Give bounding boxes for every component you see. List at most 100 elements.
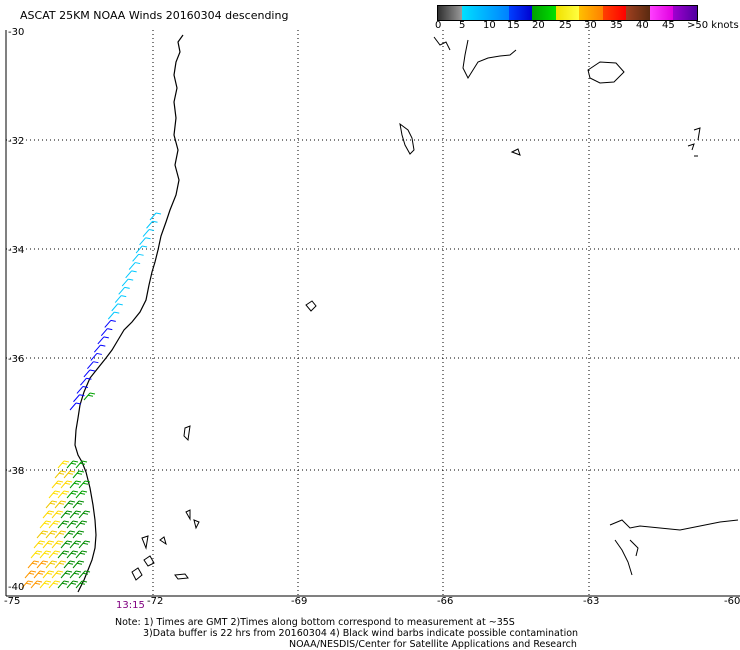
wind-barb xyxy=(33,540,46,549)
wind-barb xyxy=(51,570,64,579)
wind-barb xyxy=(39,520,52,529)
small-feature-2 xyxy=(687,127,701,157)
lat-label-36: -36 xyxy=(8,354,24,365)
legend-label-10: 10 xyxy=(483,20,496,31)
wind-barb xyxy=(78,570,91,579)
wind-barb xyxy=(66,460,79,469)
wind-barb xyxy=(80,377,92,386)
legend-swatch-10 xyxy=(508,6,533,20)
legend-swatch-15 xyxy=(532,6,556,20)
wind-barb xyxy=(75,490,88,499)
wind-barb xyxy=(30,580,43,589)
argentina-coast-south xyxy=(609,519,739,576)
mocha-island xyxy=(183,425,191,442)
wind-barb xyxy=(21,580,34,589)
legend-swatch-25 xyxy=(579,6,603,20)
wind-barb xyxy=(121,278,134,287)
lat-label-38: -38 xyxy=(8,466,24,477)
wind-barb xyxy=(69,570,82,579)
lon-label-72: -72 xyxy=(147,596,163,607)
wind-barb xyxy=(100,328,113,336)
wind-barb xyxy=(57,580,70,589)
wind-barb xyxy=(78,510,91,519)
wind-barb xyxy=(66,520,79,529)
wind-barb xyxy=(78,540,91,549)
wind-barb xyxy=(24,570,37,579)
wind-barb xyxy=(118,286,130,295)
wind-barb xyxy=(63,560,76,569)
wind-barb xyxy=(45,530,58,539)
wind-barb xyxy=(54,530,67,539)
wind-barb xyxy=(76,385,89,394)
wind-barb xyxy=(69,480,82,489)
legend-label-25: 25 xyxy=(559,20,572,31)
wind-barb xyxy=(51,480,64,489)
legend-colorbar xyxy=(437,5,698,21)
lon-label-75: -75 xyxy=(4,596,20,607)
wind-barb xyxy=(107,311,120,320)
wind-barb xyxy=(51,510,64,519)
wind-barb xyxy=(36,560,49,569)
wind-barb xyxy=(66,490,79,499)
wind-barb xyxy=(48,520,61,529)
wind-barb xyxy=(97,336,109,345)
lon-label-63: -63 xyxy=(583,596,599,607)
wind-barb xyxy=(48,550,61,559)
wind-barb xyxy=(42,510,55,519)
wind-barbs xyxy=(21,212,162,589)
note-line-1: Note: 1) Times are GMT 2)Times along bot… xyxy=(115,617,515,628)
wind-barb xyxy=(72,500,85,509)
wind-barb xyxy=(146,220,158,229)
juan-fernandez-island xyxy=(305,300,317,312)
wind-barb xyxy=(60,480,73,489)
wind-barb xyxy=(132,253,144,262)
argentina-coast-north xyxy=(433,36,517,80)
legend-label-0: 0 xyxy=(435,20,442,31)
lat-label-30: -30 xyxy=(8,27,24,38)
wind-barb xyxy=(87,361,99,370)
wind-barb xyxy=(111,303,123,312)
wind-barb xyxy=(57,550,70,559)
wind-barb xyxy=(66,550,79,559)
wind-barb xyxy=(69,510,82,519)
wind-barb xyxy=(63,530,76,539)
legend-swatch-20 xyxy=(555,6,580,20)
legend-label-20: 20 xyxy=(532,20,545,31)
legend-label-50: >50 knots xyxy=(687,20,739,31)
map-title: ASCAT 25KM NOAA Winds 20160304 descendin… xyxy=(20,9,289,22)
wind-barb xyxy=(83,369,96,378)
wind-barb xyxy=(57,520,70,529)
wind-barb xyxy=(142,229,155,237)
islet-group xyxy=(185,509,200,530)
lake-center xyxy=(399,122,415,155)
wind-barb xyxy=(54,500,67,509)
lake-north xyxy=(587,61,625,84)
legend-swatch-40 xyxy=(649,6,674,20)
wind-barb xyxy=(69,402,82,411)
wind-barb xyxy=(45,560,58,569)
pass-time-label: 13:15 xyxy=(116,600,145,611)
wind-barb xyxy=(54,560,67,569)
wind-barb xyxy=(72,530,85,539)
wind-barb xyxy=(69,540,82,549)
legend-swatch-0 xyxy=(438,6,462,20)
wind-barb xyxy=(57,490,70,499)
legend-swatch-5 xyxy=(461,6,509,20)
wind-barb xyxy=(66,580,79,589)
wind-barb xyxy=(93,344,106,353)
wind-barb xyxy=(73,394,85,403)
wind-barb xyxy=(63,470,76,479)
wind-barb xyxy=(75,520,88,529)
legend-label-35: 35 xyxy=(610,20,623,31)
chiloe-islets xyxy=(131,535,189,581)
wind-barb xyxy=(60,570,73,579)
lat-label-40: -40 xyxy=(8,582,24,593)
lat-label-32: -32 xyxy=(8,136,24,147)
wind-barb xyxy=(48,490,61,499)
wind-barb xyxy=(60,540,73,549)
wind-barb xyxy=(27,560,40,569)
lon-label-60: -60 xyxy=(724,596,740,607)
legend-label-5: 5 xyxy=(459,20,466,31)
legend-label-45: 45 xyxy=(662,20,675,31)
wind-barb xyxy=(139,237,151,246)
